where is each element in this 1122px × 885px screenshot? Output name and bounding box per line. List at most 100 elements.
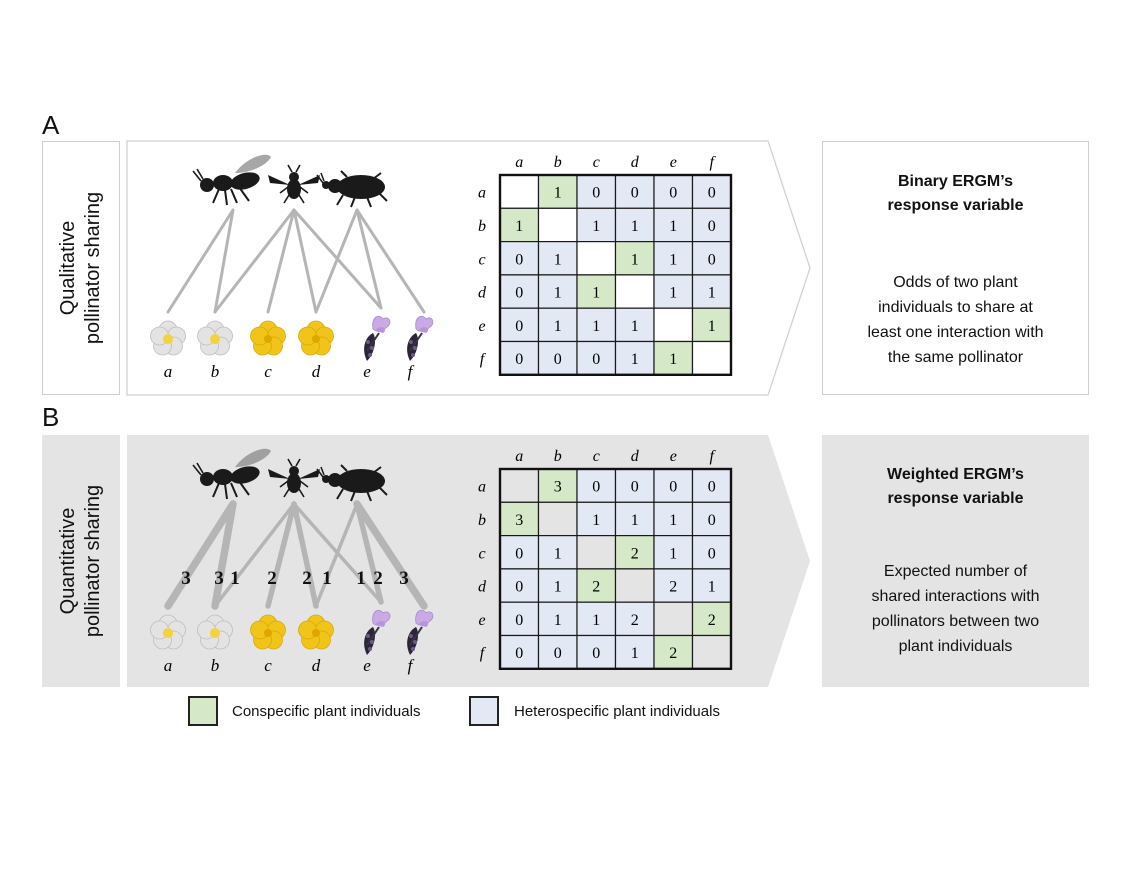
- result-title-a-line1: Binary ERGM’s: [898, 173, 1013, 190]
- matrix-row-header: b: [478, 512, 486, 529]
- plant-label: a: [164, 656, 173, 675]
- matrix-cell: [691, 468, 732, 503]
- link-weight-label: 2: [373, 568, 383, 589]
- matrix-cell: [576, 241, 617, 276]
- matrix-cell-value: 2: [669, 579, 677, 596]
- matrix-cell-value: 1: [592, 612, 600, 629]
- matrix-cell: [537, 274, 578, 309]
- link-weight-label: 2: [267, 568, 277, 589]
- matrix-cell: [653, 534, 694, 570]
- matrix-cell: [691, 568, 732, 603]
- matrix-cell-value: 1: [554, 185, 562, 202]
- matrix-cell-value: 1: [554, 545, 562, 562]
- legend-conspecific-swatch: [188, 696, 218, 726]
- link-weight-label: 3: [214, 568, 224, 589]
- matrix-cell-value: 2: [708, 612, 716, 629]
- matrix-col-header: f: [710, 448, 717, 465]
- matrix-cell: [653, 274, 694, 309]
- matrix-cell: [499, 174, 540, 209]
- matrix-cell-value: 1: [669, 285, 677, 302]
- matrix-cell-value: 0: [515, 579, 523, 596]
- interaction-link: [314, 208, 359, 314]
- matrix-cell-value: 1: [631, 645, 639, 662]
- matrix-cell-value: 0: [515, 251, 523, 268]
- matrix-cell: [614, 534, 655, 570]
- matrix-cell-value: 0: [708, 185, 716, 202]
- matrix-cell-value: 1: [669, 512, 677, 529]
- interaction-link: [292, 208, 318, 314]
- matrix-cell-value: 1: [592, 218, 600, 235]
- result-desc-b-line2: shared interactions with: [871, 588, 1040, 605]
- result-box-a: Binary ERGM’s response variable Odds of …: [822, 141, 1089, 395]
- matrix-cell: [691, 501, 732, 537]
- matrix-cell: [653, 174, 694, 209]
- matrix-cell-value: 0: [708, 512, 716, 529]
- matrix-cell-value: 1: [592, 318, 600, 335]
- matrix-col-header: c: [593, 448, 600, 465]
- matrix-row-header: f: [480, 645, 487, 662]
- plant-label: a: [164, 362, 173, 381]
- matrix-row-header: a: [478, 185, 486, 202]
- matrix-cell: [576, 634, 617, 670]
- plant-label: b: [211, 656, 220, 675]
- result-desc-b-line4: plant individuals: [898, 638, 1013, 655]
- matrix-cell-value: 0: [631, 479, 639, 496]
- matrix-col-header: e: [670, 154, 677, 171]
- plant-label: c: [264, 656, 272, 675]
- panel-a-matrix: 1 0 0 0 01 1 1 1 00 1 1 1 00 1 1 1 10 1 1 1 10 0 0 1 1aabbccddee…: [478, 154, 733, 377]
- interaction-link: [213, 208, 296, 314]
- matrix-cell-value: 2: [669, 645, 677, 662]
- matrix-cell-value: 0: [554, 351, 562, 368]
- matrix-col-header: b: [554, 448, 562, 465]
- interaction-link: [355, 208, 383, 310]
- matrix-cell: [691, 174, 732, 209]
- matrix-cell-value: 1: [631, 318, 639, 335]
- interaction-link: [166, 208, 235, 314]
- matrix-cell-value: 1: [631, 351, 639, 368]
- matrix-col-header: d: [631, 448, 640, 465]
- plant-label: d: [312, 656, 321, 675]
- matrix-col-header: a: [515, 448, 523, 465]
- matrix-cell-value: 0: [592, 185, 600, 202]
- matrix-row-header: e: [478, 612, 485, 629]
- matrix-row-header: d: [478, 285, 487, 302]
- matrix-cell-value: 1: [708, 318, 716, 335]
- panel-b-network: a b c d e f3 3 1 2 2 1 1 2 3: [150, 447, 434, 675]
- matrix-cell-value: 0: [515, 285, 523, 302]
- interaction-link: [354, 501, 384, 605]
- matrix-cell-value: 1: [515, 218, 523, 235]
- matrix-row-header: f: [480, 351, 487, 368]
- matrix-outline: [498, 467, 733, 671]
- plant-label: f: [408, 656, 415, 675]
- result-title-a-line2: response variable: [887, 197, 1024, 214]
- matrix-cell: [537, 307, 578, 343]
- panel-letter-a: A: [42, 110, 60, 140]
- matrix-cell-value: 1: [554, 251, 562, 268]
- result-title-b: Weighted ERGM’s response variable: [822, 463, 1089, 511]
- matrix-cell-value: 0: [592, 351, 600, 368]
- result-desc-a-line2: individuals to share at: [878, 299, 1033, 316]
- matrix-cell: [691, 634, 732, 670]
- matrix-cell-value: 1: [554, 612, 562, 629]
- link-weight-label: 3: [399, 568, 409, 589]
- matrix-cell: [499, 307, 540, 343]
- interaction-link: [314, 502, 359, 608]
- matrix-col-header: a: [515, 154, 523, 171]
- result-title-a: Binary ERGM’s response variable: [823, 170, 1088, 218]
- matrix-cell-value: 0: [631, 185, 639, 202]
- link-weight-label: 1: [356, 568, 366, 589]
- matrix-cell-value: 0: [515, 545, 523, 562]
- matrix-col-header: f: [710, 154, 717, 171]
- matrix-cell-value: 0: [669, 185, 677, 202]
- result-title-b-line1: Weighted ERGM’s: [887, 466, 1024, 483]
- matrix-cell: [691, 601, 732, 637]
- matrix-outline: [498, 173, 733, 377]
- matrix-cell: [537, 501, 578, 537]
- matrix-cell-value: 0: [708, 545, 716, 562]
- result-desc-a-line3: least one interaction with: [867, 324, 1044, 341]
- interaction-link: [211, 500, 237, 610]
- result-desc-a: Odds of two plant individuals to share a…: [841, 270, 1070, 370]
- matrix-row-header: d: [478, 579, 487, 596]
- matrix-cell-value: 3: [515, 512, 523, 529]
- link-weight-label: 2: [302, 568, 312, 589]
